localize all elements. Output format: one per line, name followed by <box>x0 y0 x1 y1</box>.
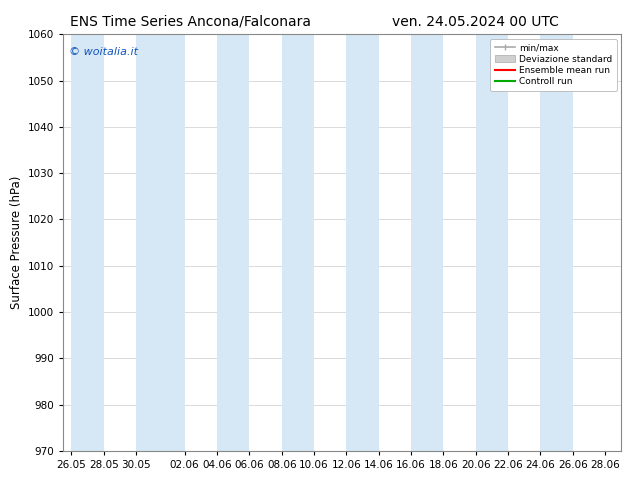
Bar <box>540 34 573 451</box>
Bar <box>281 34 314 451</box>
Bar <box>72 34 104 451</box>
Bar <box>217 34 249 451</box>
Bar <box>476 34 508 451</box>
Text: ven. 24.05.2024 00 UTC: ven. 24.05.2024 00 UTC <box>392 15 559 29</box>
Y-axis label: Surface Pressure (hPa): Surface Pressure (hPa) <box>10 176 23 309</box>
Bar <box>136 34 184 451</box>
Text: © woitalia.it: © woitalia.it <box>69 47 138 57</box>
Bar <box>346 34 378 451</box>
Bar <box>411 34 443 451</box>
Legend: min/max, Deviazione standard, Ensemble mean run, Controll run: min/max, Deviazione standard, Ensemble m… <box>490 39 617 91</box>
Text: ENS Time Series Ancona/Falconara: ENS Time Series Ancona/Falconara <box>70 15 311 29</box>
